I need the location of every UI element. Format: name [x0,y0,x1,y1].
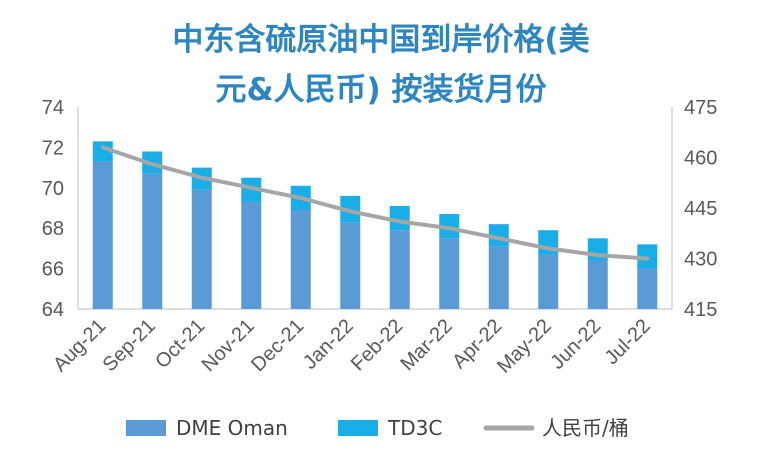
bar-td3c [439,214,460,239]
right-axis-tick-label: 430 [684,249,717,271]
left-axis-tick-label: 66 [42,259,64,281]
x-axis-tick-label: Mar-22 [396,315,456,375]
bar-dme-oman [142,173,163,309]
bar-dme-oman [241,201,262,309]
legend-label: TD3C [387,416,442,440]
x-axis-tick-label: May-22 [493,315,556,378]
legend: DME Oman TD3C 人民币/桶 [126,416,629,440]
right-axis-tick-label: 445 [684,198,717,220]
line-group [100,145,650,261]
bar-dme-oman [340,222,361,309]
right-axis-tick-label: 475 [684,97,717,119]
left-axis-tick-label: 72 [42,137,64,159]
bar-dme-oman [439,238,460,309]
bar-td3c [92,141,113,162]
x-axis-tick-label: Dec-21 [247,315,308,376]
right-axis-tick-label: 415 [684,299,717,321]
x-axis-tick-label: Nov-21 [198,315,259,376]
bar-dme-oman [587,260,608,309]
bar-dme-oman [389,230,410,309]
legend-label: DME Oman [176,416,288,440]
legend-label: 人民币/桶 [542,416,629,440]
x-axis-tick-label: Jul-22 [601,315,655,369]
bar-td3c [637,244,658,269]
line-rmb-per-barrel [100,145,650,261]
x-axis-tick-label: Jun-22 [546,315,605,374]
x-axis-tick-label: Feb-22 [347,315,407,375]
right-axis: 415 430 445 460 475 [671,97,717,321]
bar-dme-oman [92,161,113,309]
legend-swatch [126,420,166,436]
x-axis-tick-label: Sep-21 [99,315,160,376]
bar-dme-oman [488,246,509,309]
right-axis-tick-label: 460 [684,148,717,170]
bar-td3c [340,195,361,223]
bar-dme-oman [290,210,311,309]
left-axis: 64 66 68 70 72 74 [42,97,672,321]
bar-dme-oman [538,254,559,309]
x-axis-tick-label: Jan-22 [299,315,358,374]
left-axis-tick-label: 68 [42,218,64,240]
bar-dme-oman [191,189,212,309]
bar-group [92,141,658,309]
legend-swatch [338,420,378,436]
chart-title-line2: 元&人民币) 按装货月份 [216,72,547,108]
chart-title-line1: 中东含硫原油中国到岸价格(美 [172,22,589,58]
left-axis-tick-label: 64 [42,299,64,321]
x-axis-tick-label: Aug-21 [49,315,110,376]
left-axis-tick-label: 74 [42,97,64,119]
x-axis: Aug-21Sep-21Oct-21Nov-21Dec-21Jan-22Feb-… [49,315,655,378]
left-axis-tick-label: 70 [42,178,64,200]
bar-dme-oman [637,268,658,309]
